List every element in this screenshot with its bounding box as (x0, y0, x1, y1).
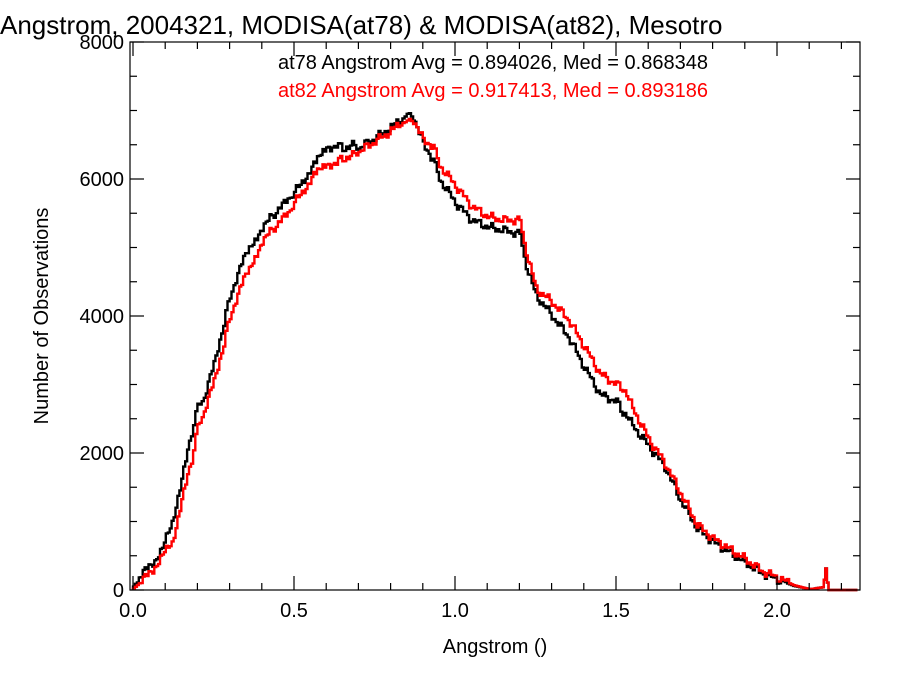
x-tick-label: 1.5 (602, 600, 630, 622)
y-tick-label: 0 (113, 580, 124, 602)
y-tick-label: 6000 (80, 169, 125, 191)
y-tick-label: 8000 (80, 32, 125, 54)
at78-stats-label: at78 Angstrom Avg = 0.894026, Med = 0.86… (278, 52, 708, 74)
x-tick-label: 0.0 (119, 600, 147, 622)
at82-stats-label: at82 Angstrom Avg = 0.917413, Med = 0.89… (278, 80, 708, 102)
y-axis-label: Number of Observations (31, 208, 53, 425)
x-tick-label: 1.0 (441, 600, 469, 622)
plot-lines (131, 112, 858, 592)
x-axis-label: Angstrom () (443, 636, 547, 658)
y-tick-labels: 0 2000 4000 6000 8000 (80, 32, 125, 602)
y-tick-label: 2000 (80, 443, 125, 465)
y-tick-label: 4000 (80, 306, 125, 328)
axis-ticks (130, 41, 860, 591)
x-tick-label: 2.0 (763, 600, 791, 622)
x-tick-label: 0.5 (280, 600, 308, 622)
x-tick-labels: 0.0 0.5 1.0 1.5 2.0 (119, 600, 791, 622)
plot-frame (129, 41, 861, 591)
chart-title: Angstrom, 2004321, MODISA(at78) & MODISA… (0, 10, 723, 40)
series-at82-line (131, 117, 858, 592)
series-at78-line (131, 112, 858, 592)
